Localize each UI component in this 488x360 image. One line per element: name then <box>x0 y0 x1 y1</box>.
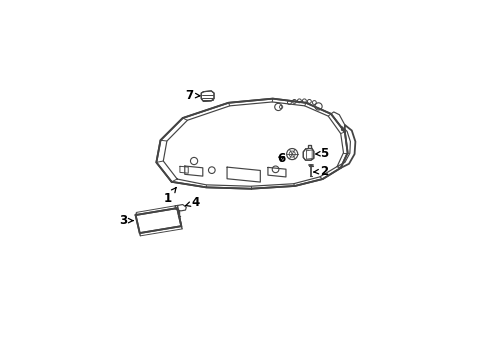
Text: 7: 7 <box>185 89 200 102</box>
Text: 5: 5 <box>315 147 327 160</box>
Polygon shape <box>135 208 181 233</box>
Polygon shape <box>156 99 347 189</box>
Polygon shape <box>201 91 214 102</box>
Text: 6: 6 <box>276 152 285 165</box>
Text: 1: 1 <box>163 188 176 205</box>
Circle shape <box>286 149 297 159</box>
Text: 3: 3 <box>119 214 133 227</box>
Polygon shape <box>303 148 313 160</box>
Polygon shape <box>307 145 310 148</box>
Text: 2: 2 <box>313 165 327 178</box>
Text: 4: 4 <box>185 196 199 209</box>
